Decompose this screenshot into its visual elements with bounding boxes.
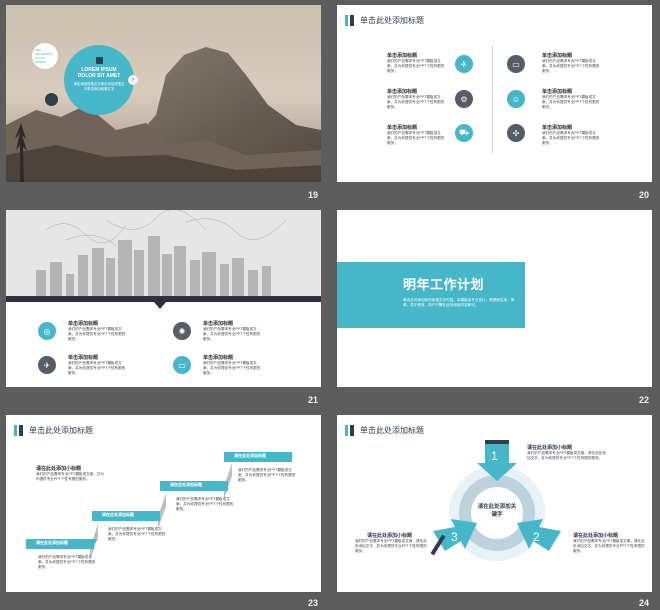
cycle-diagram [430, 440, 561, 561]
slide-number: 19 [307, 190, 318, 200]
slide-header: 单击此处添加标题 [345, 14, 424, 26]
feature-body: 我们的产品需求专业PPT模板或文案，并为你提供专业PPT个性有限的服务。 [387, 131, 445, 145]
note-body: 我们的产品需求专业PPT模板或文案，请在此处添加文字，并为你提供专业PPT个性有… [355, 539, 427, 553]
sun-icon: ✺ [173, 322, 191, 340]
compass-icon: ✣ [507, 124, 525, 142]
arrow-number: 1 [491, 449, 498, 463]
step-body: 我们的产品需求专业PPT模板或文案，并为你提供专业PPT个性有限的服务。 [238, 468, 296, 482]
step-label: 请在此处添加标题 [234, 453, 266, 458]
slide-title: 单击此处添加标题 [360, 425, 424, 435]
city-photo [6, 210, 321, 302]
next-arrow-icon[interactable]: › [128, 75, 138, 85]
lead-title: 请在此处添加小标题 [36, 466, 82, 472]
banner-title: 明年工作计划 [403, 277, 485, 292]
slide-number: 22 [638, 395, 649, 405]
feature-body: 我们的产品需求专业PPT模板或文案，并为你提供专业PPT个性有限的服务。 [203, 361, 261, 375]
note-body: 我们的产品需求专业PPT模板或文案，请在此处添加文字，并为你提供专业PPT个性有… [573, 539, 645, 553]
slide-24-thumbnail[interactable]: 单击此处添加标题 请在此处添加关键字 1 2 3 请在此处添加小标题 我们的产品… [337, 415, 652, 592]
slide-number: 21 [307, 395, 318, 405]
feature-title: 单击添加标题 [203, 321, 234, 327]
feature-body: 我们的产品需求专业PPT模板或文案，并为你提供专业PPT个性有限的服务。 [542, 95, 600, 109]
feature-title: 单击添加标题 [542, 125, 573, 131]
step-label: 请在此处添加标题 [36, 540, 68, 545]
feature-title: 单击添加标题 [542, 89, 573, 95]
divider [492, 45, 493, 153]
arrow-number: 2 [533, 530, 540, 544]
feature-title: 单击添加标题 [68, 355, 99, 361]
slide-20-thumbnail[interactable]: 单击此处添加标题 单击添加标题 我们的产品需求专业PPT模板或文案，并为你提供专… [337, 5, 652, 182]
step-label: 请在此处添加标题 [102, 512, 134, 517]
note-title: 请在此处添加小标题 [573, 533, 619, 539]
step-body: 我们的产品需求专业PPT模板或文案，并为你提供专业PPT个性有限的服务。 [38, 555, 96, 569]
slide-22-thumbnail[interactable]: 明年工作计划 单击此处添加你的段落文字内容。本模板由专业设计，精美而实用，简单，… [337, 210, 652, 387]
feature-body: 我们的产品需求专业PPT模板或文案，并为你提供专业PPT个性有限的服务。 [387, 95, 445, 109]
note-title: 请在此处添加小标题 [527, 445, 573, 451]
slide-header: 单击此处添加标题 [14, 424, 93, 436]
bubble-main: LOREM IPSUM DOLOR SIT AMET 单击添加段落文字单击添加段… [64, 45, 134, 115]
pointer-notch [154, 302, 166, 309]
note-body: 我们的产品需求专业PPT模板或文案，请在此处添加文字，并为你提供专业PPT个性有… [527, 451, 606, 460]
bubble-small: ADD KEYWORDS STYLE INSERT [32, 43, 58, 69]
slide-title: 单击此处添加标题 [29, 425, 93, 435]
center-keyword: 请在此处添加关键字 [477, 504, 517, 518]
feature-title: 单击添加标题 [387, 53, 418, 59]
feature-title: 单击添加标题 [387, 89, 418, 95]
banner: 明年工作计划 单击此处添加你的段落文字内容。本模板由专业设计，精美而实用，简单，… [337, 262, 525, 328]
feature-body: 我们的产品需求专业PPT模板或文案，并为你提供专业PPT个性有限的服务。 [542, 59, 600, 73]
feature-title: 单击添加标题 [203, 355, 234, 361]
feature-title: 单击添加标题 [387, 125, 418, 131]
feature-body: 我们的产品需求专业PPT模板或文案，并为你提供专业PPT个性有限的服务。 [68, 327, 126, 341]
note-title: 请在此处添加小标题 [367, 533, 413, 539]
doc-icon [95, 57, 103, 64]
slide-number: 24 [638, 598, 649, 608]
banner-body: 单击此处添加你的段落文字内容。本模板由专业设计，精美而实用，简单，易于修改，用户… [403, 298, 515, 307]
arrow-number: 3 [451, 530, 458, 544]
slide-19-thumbnail[interactable]: ADD KEYWORDS STYLE INSERT LOREM IPSUM DO… [6, 5, 321, 182]
slide-number: 20 [638, 190, 649, 200]
airplane-icon: ✈ [455, 55, 473, 73]
money-icon: ▭ [507, 55, 525, 73]
feature-title: 单击添加标题 [68, 321, 99, 327]
slide-header: 单击此处添加标题 [345, 424, 424, 436]
bubble-title: LOREM IPSUM DOLOR SIT AMET [77, 67, 121, 79]
slide-21-thumbnail[interactable]: ◎ 单击添加标题 我们的产品需求专业PPT模板或文案，并为你提供专业PPT个性有… [6, 210, 321, 387]
money-icon: ▭ [173, 356, 191, 374]
feature-body: 我们的产品需求专业PPT模板或文案，并为你提供专业PPT个性有限的服务。 [542, 131, 600, 145]
feature-body: 我们的产品需求专业PPT模板或文案，并为你提供专业PPT个性有限的服务。 [203, 327, 261, 341]
mountain-photo [6, 5, 321, 182]
feature-body: 我们的产品需求专业PPT模板或文案，并为你提供专业PPT个性有限的服务。 [68, 361, 126, 375]
slide-23-thumbnail[interactable]: 单击此处添加标题 请在此处添加小标题 我们的产品需求专业PPT模板或文案，并为你… [6, 415, 321, 592]
feature-body: 我们的产品需求专业PPT模板或文案，并为你提供专业PPT个性有限的服务。 [387, 59, 445, 73]
staircase-graphic [26, 452, 292, 560]
step-body: 我们的产品需求专业PPT模板或文案，并为你提供专业PPT个性有限的服务。 [176, 497, 234, 511]
truck-icon: ⛟ [455, 124, 473, 142]
lead-body: 我们的产品需求专业PPT模板或文案，并为你提供专业PPT个性有限的服务。 [36, 472, 105, 481]
airplane-icon: ✈ [38, 356, 56, 374]
team-icon: ☺ [507, 90, 525, 108]
bubble-dark [45, 93, 58, 106]
target-icon: ◎ [38, 322, 56, 340]
slide-number: 23 [307, 598, 318, 608]
step-label: 请在此处添加标题 [170, 482, 202, 487]
bubble-body: 单击添加段落文字单击添加段落文字单击添加段落文字 [73, 82, 125, 91]
feature-title: 单击添加标题 [542, 53, 573, 59]
step-body: 我们的产品需求专业PPT模板或文案，并为你提供专业PPT个性有限的服务。 [108, 527, 166, 541]
slide-title: 单击此处添加标题 [360, 15, 424, 25]
settings-icon: ⚙ [455, 90, 473, 108]
